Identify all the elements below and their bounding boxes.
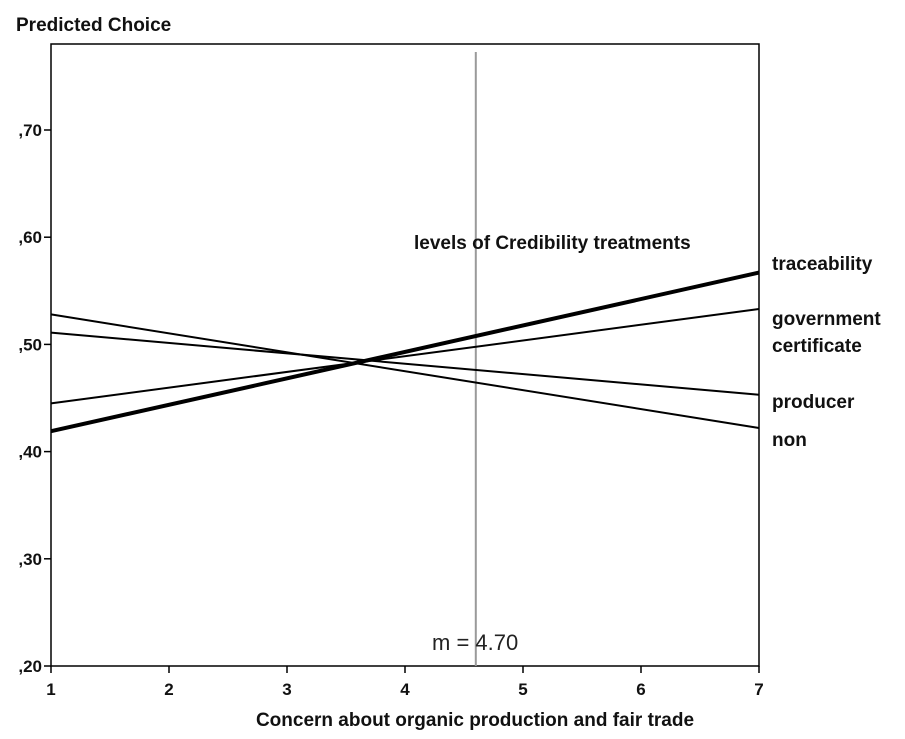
x-tick-label: 6	[636, 680, 645, 699]
x-tick-label: 7	[754, 680, 763, 699]
y-axis: ,20 ,30 ,40 ,50 ,60 ,70	[18, 121, 51, 676]
legend-title: levels of Credibility treatments	[414, 233, 691, 254]
series-label-producer: producer	[772, 392, 855, 413]
y-tick-label: ,50	[18, 335, 42, 354]
series-label-government: certificate	[772, 336, 862, 357]
x-axis: 1 2 3 4 5 6 7	[46, 666, 764, 699]
x-tick-label: 4	[400, 680, 410, 699]
series-line-producer	[50, 331, 760, 396]
y-axis-title: Predicted Choice	[16, 15, 171, 36]
x-tick-label: 5	[518, 680, 527, 699]
x-tick-label: 3	[282, 680, 291, 699]
series-line-government	[50, 308, 760, 405]
x-tick-label: 2	[164, 680, 173, 699]
y-tick-label: ,40	[18, 443, 42, 462]
series-labels: traceability government certificate produce…	[772, 254, 881, 451]
series-line-non	[50, 313, 760, 430]
series-label-government: government	[772, 309, 881, 330]
x-axis-title: Concern about organic production and fai…	[256, 710, 694, 731]
x-tick-label: 1	[46, 680, 55, 699]
series-label-traceability: traceability	[772, 254, 873, 275]
y-tick-label: ,30	[18, 550, 42, 569]
mean-reference-label: m = 4.70	[432, 630, 518, 655]
series-line-traceability	[50, 270, 760, 434]
y-tick-label: ,60	[18, 228, 42, 247]
series-label-non: non	[772, 430, 807, 451]
series-lines	[50, 270, 760, 434]
y-tick-label: ,20	[18, 657, 42, 676]
y-tick-label: ,70	[18, 121, 42, 140]
